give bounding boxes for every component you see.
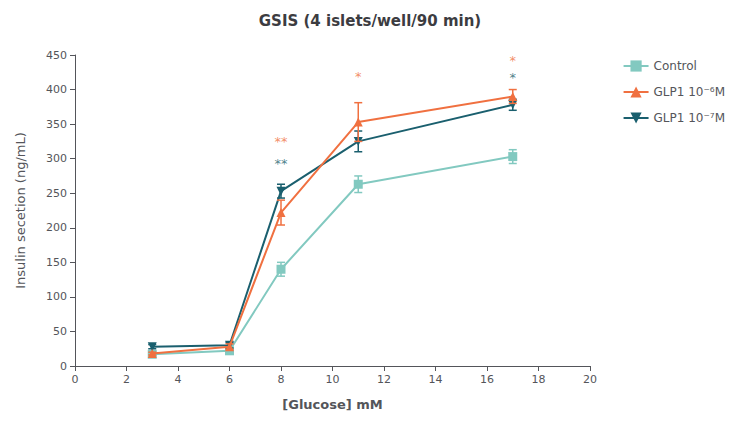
svg-text:GLP1 10⁻⁷M: GLP1 10⁻⁷M [654,111,725,125]
svg-text:100: 100 [46,290,67,303]
svg-text:Control: Control [654,59,697,73]
svg-text:*: * [510,53,517,68]
svg-text:**: ** [275,134,289,149]
svg-text:4: 4 [175,373,182,386]
svg-text:GSIS (4 islets/well/90 min): GSIS (4 islets/well/90 min) [259,12,481,30]
svg-text:*: * [510,70,517,85]
svg-text:250: 250 [46,187,67,200]
svg-text:50: 50 [53,325,67,338]
svg-text:200: 200 [46,221,67,234]
svg-text:14: 14 [429,373,443,386]
svg-text:Insulin secetion (ng/mL): Insulin secetion (ng/mL) [13,132,28,289]
svg-text:10: 10 [326,373,340,386]
svg-text:20: 20 [583,373,597,386]
svg-text:[Glucose] mM: [Glucose] mM [282,397,382,412]
svg-text:400: 400 [46,83,67,96]
svg-text:GLP1 10⁻⁶M: GLP1 10⁻⁶M [654,85,725,99]
svg-text:450: 450 [46,49,67,62]
svg-text:2: 2 [123,373,130,386]
svg-text:300: 300 [46,152,67,165]
svg-text:16: 16 [480,373,494,386]
svg-text:18: 18 [532,373,546,386]
svg-text:150: 150 [46,256,67,269]
svg-text:0: 0 [72,373,79,386]
svg-text:0: 0 [60,360,67,373]
svg-text:6: 6 [226,373,233,386]
svg-text:8: 8 [278,373,285,386]
svg-text:**: ** [275,156,289,171]
svg-text:350: 350 [46,118,67,131]
svg-text:12: 12 [377,373,391,386]
svg-text:*: * [355,69,362,84]
